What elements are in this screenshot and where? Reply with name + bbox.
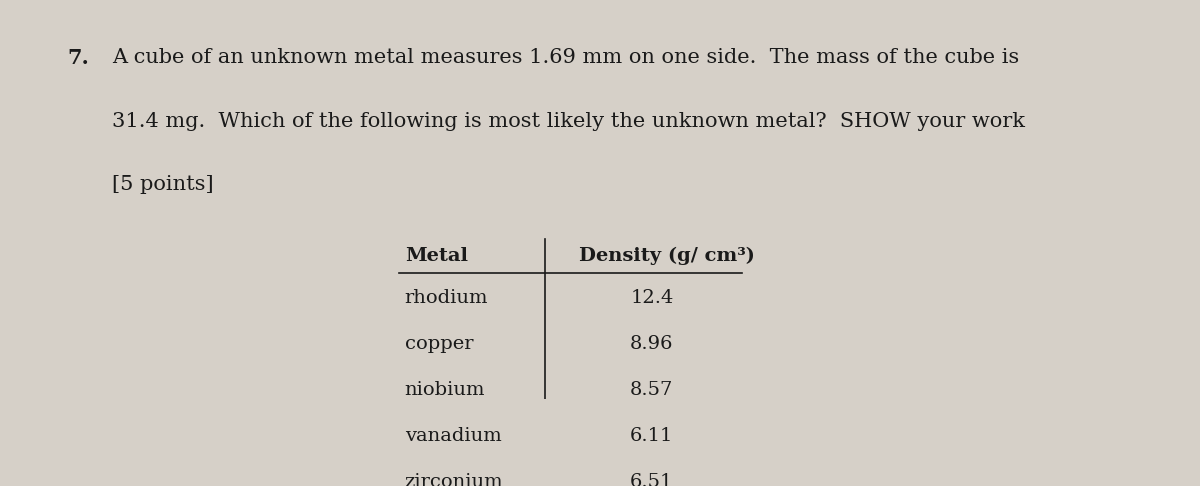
Text: 8.96: 8.96 [630, 335, 673, 353]
Text: 12.4: 12.4 [630, 289, 673, 307]
Text: 31.4 mg.  Which of the following is most likely the unknown metal?  SHOW your wo: 31.4 mg. Which of the following is most … [113, 112, 1026, 131]
Text: 6.51: 6.51 [630, 472, 673, 486]
Text: A cube of an unknown metal measures 1.69 mm on one side.  The mass of the cube i: A cube of an unknown metal measures 1.69… [113, 48, 1020, 67]
Text: 7.: 7. [67, 48, 89, 68]
Text: Metal: Metal [404, 247, 468, 265]
Text: copper: copper [404, 335, 473, 353]
Text: [5 points]: [5 points] [113, 175, 214, 194]
Text: 6.11: 6.11 [630, 427, 673, 445]
Text: rhodium: rhodium [404, 289, 488, 307]
Text: vanadium: vanadium [404, 427, 502, 445]
Text: Density (g/ cm³): Density (g/ cm³) [578, 247, 755, 265]
Text: 8.57: 8.57 [630, 381, 673, 399]
Text: niobium: niobium [404, 381, 485, 399]
Text: zirconium: zirconium [404, 472, 503, 486]
